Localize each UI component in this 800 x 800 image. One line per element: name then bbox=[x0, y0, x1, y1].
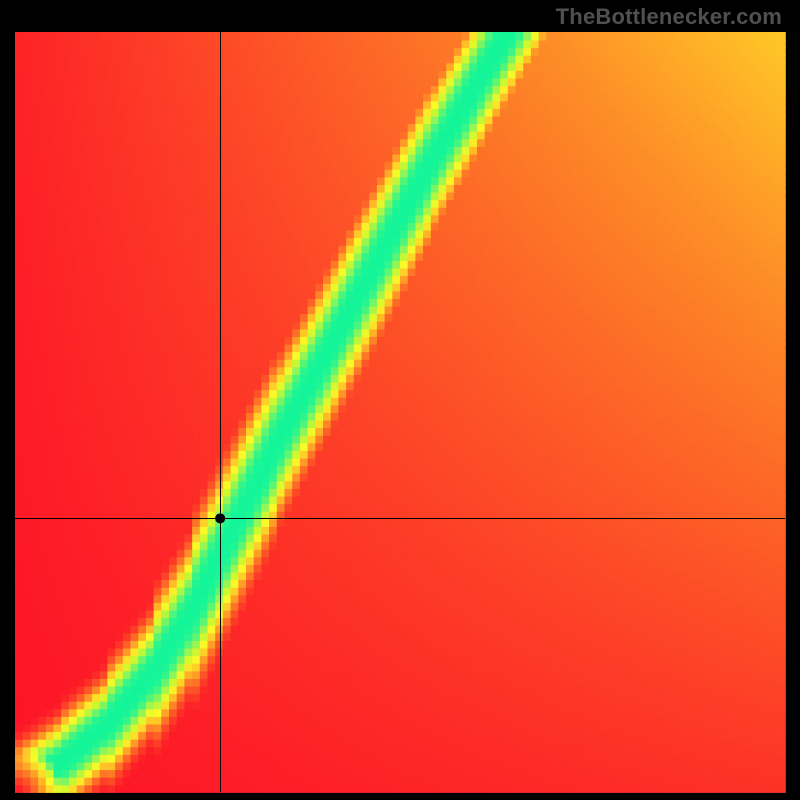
watermark-text: TheBottlenecker.com bbox=[556, 4, 782, 30]
root: TheBottlenecker.com bbox=[0, 0, 800, 800]
bottleneck-heatmap-canvas bbox=[0, 0, 800, 800]
